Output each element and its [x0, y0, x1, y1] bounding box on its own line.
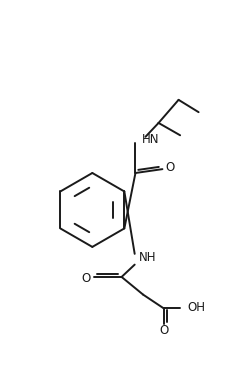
- Text: OH: OH: [188, 301, 206, 314]
- Text: HN: HN: [142, 133, 159, 147]
- Text: NH: NH: [139, 251, 157, 264]
- Text: O: O: [159, 324, 169, 337]
- Text: O: O: [166, 161, 175, 174]
- Text: O: O: [82, 272, 91, 285]
